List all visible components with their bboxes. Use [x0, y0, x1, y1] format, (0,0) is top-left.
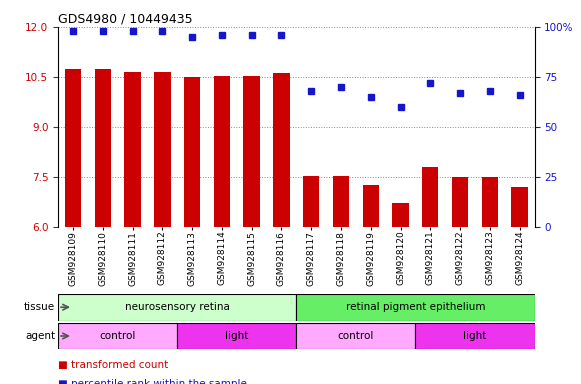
- Bar: [65, 70, 81, 227]
- Bar: [154, 72, 170, 227]
- Bar: [422, 167, 439, 227]
- Bar: [95, 70, 111, 227]
- Bar: [333, 176, 349, 227]
- Bar: [243, 76, 260, 227]
- Text: agent: agent: [25, 331, 55, 341]
- Bar: [303, 176, 320, 227]
- Bar: [482, 177, 498, 227]
- Bar: [124, 72, 141, 227]
- Bar: [184, 77, 200, 227]
- Bar: [452, 177, 468, 227]
- Bar: [363, 185, 379, 227]
- Text: tissue: tissue: [24, 302, 55, 312]
- Text: ■ transformed count: ■ transformed count: [58, 360, 168, 370]
- Bar: [58, 323, 177, 349]
- Bar: [415, 323, 535, 349]
- Text: light: light: [463, 331, 487, 341]
- Text: retinal pigment epithelium: retinal pigment epithelium: [346, 302, 485, 312]
- Bar: [296, 294, 535, 321]
- Bar: [296, 323, 415, 349]
- Text: neurosensory retina: neurosensory retina: [125, 302, 229, 312]
- Text: control: control: [99, 331, 136, 341]
- Bar: [511, 187, 528, 227]
- Bar: [58, 294, 296, 321]
- Bar: [177, 323, 296, 349]
- Bar: [214, 76, 230, 227]
- Text: GDS4980 / 10449435: GDS4980 / 10449435: [58, 13, 193, 26]
- Text: ■ percentile rank within the sample: ■ percentile rank within the sample: [58, 379, 247, 384]
- Text: control: control: [338, 331, 374, 341]
- Bar: [273, 73, 289, 227]
- Bar: [392, 203, 408, 227]
- Text: light: light: [225, 331, 249, 341]
